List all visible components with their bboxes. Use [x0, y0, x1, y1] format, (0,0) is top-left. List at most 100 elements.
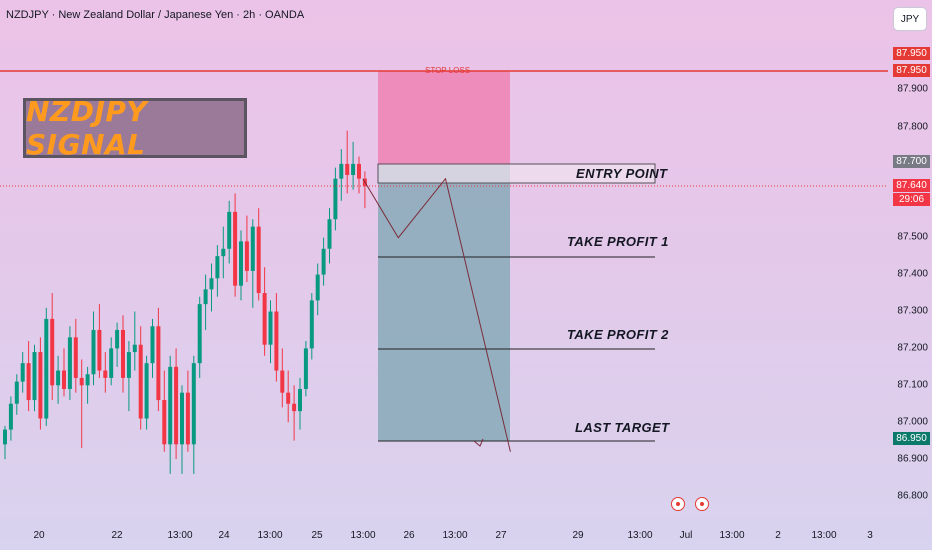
candle-body — [268, 311, 273, 345]
candle-body — [233, 211, 238, 286]
time-tick: 2 — [775, 530, 781, 541]
price-tick: 86.800 — [897, 490, 928, 502]
price-axis[interactable]: 87.900 87.800 87.500 87.400 87.300 87.20… — [888, 0, 932, 550]
price-tick: 87.100 — [897, 379, 928, 391]
take-profit-2-label: TAKE PROFIT 2 — [567, 327, 669, 342]
stop-loss-price-badge: 87.950 — [893, 64, 930, 77]
candle-body — [85, 374, 90, 386]
candle-body — [209, 278, 214, 290]
candle-body — [256, 226, 261, 294]
take-profit-1-label: TAKE PROFIT 1 — [567, 234, 669, 249]
candle-body — [62, 370, 66, 389]
forecast-path — [362, 177, 511, 452]
candle-body — [357, 163, 361, 179]
price-tick: 87.200 — [897, 342, 928, 354]
candle-body — [144, 363, 149, 419]
last-target-label: LAST TARGET — [575, 420, 670, 435]
candle-body — [156, 326, 161, 401]
candle-body — [250, 226, 255, 271]
candle-body — [121, 329, 125, 378]
candle-body — [132, 344, 137, 353]
price-tick: 87.500 — [897, 231, 928, 243]
price-tick: 87.300 — [897, 305, 928, 317]
time-tick: 13:00 — [442, 530, 468, 541]
currency-button[interactable]: JPY — [893, 7, 927, 31]
candle-body — [97, 329, 102, 371]
stop-loss-price-badge: 87.950 — [893, 47, 930, 60]
candle-body — [239, 241, 243, 286]
candle-body — [8, 403, 13, 430]
time-tick: 13:00 — [350, 530, 376, 541]
candle-body — [79, 377, 84, 386]
candle-body — [103, 370, 108, 378]
forecast-arrowhead — [473, 438, 484, 447]
candle-body — [168, 366, 173, 445]
candle-body — [315, 274, 320, 301]
candle-body — [280, 370, 285, 393]
candle-body — [339, 163, 344, 179]
candle-body — [162, 400, 167, 445]
chart-header: NZDJPY · New Zealand Dollar / Japanese Y… — [6, 9, 305, 21]
time-tick: 24 — [218, 530, 230, 541]
bar-countdown-badge: 29:06 — [893, 193, 930, 206]
candle-body — [321, 248, 326, 275]
time-tick: 3 — [867, 530, 873, 541]
candle-body — [73, 337, 78, 378]
candle-body — [298, 388, 302, 412]
candle-body — [185, 392, 190, 445]
time-tick: 13:00 — [167, 530, 193, 541]
candle-body — [32, 352, 37, 401]
time-tick: 25 — [311, 530, 323, 541]
time-tick: 22 — [111, 530, 123, 541]
candle-body — [180, 392, 184, 445]
entry-price-badge: 87.700 — [893, 155, 930, 168]
candle-body — [126, 352, 131, 378]
time-tick: 20 — [33, 530, 45, 541]
current-price-badge: 87.640 — [893, 179, 930, 192]
price-tick: 87.900 — [897, 83, 928, 95]
price-tick: 87.800 — [897, 121, 928, 133]
candle-body — [203, 289, 208, 305]
time-tick: Jul — [679, 530, 693, 541]
candle-body — [309, 300, 314, 349]
candle-body — [262, 293, 267, 345]
signal-banner: NZDJPY SIGNAL — [23, 95, 247, 161]
price-chart[interactable] — [0, 0, 888, 526]
candle-body — [115, 329, 120, 349]
candle-body — [292, 403, 297, 412]
candle-body — [150, 326, 155, 364]
candle-body — [215, 256, 220, 279]
candle-body — [221, 248, 226, 257]
economic-event-icon[interactable] — [695, 497, 709, 511]
candle-body — [67, 337, 72, 389]
price-tick: 87.400 — [897, 268, 928, 280]
signal-title: NZDJPY SIGNAL — [26, 95, 148, 161]
candle-body — [50, 318, 55, 386]
time-tick: 13:00 — [257, 530, 283, 541]
entry-point-label: ENTRY POINT — [576, 166, 668, 181]
candle-body — [26, 363, 31, 401]
candle-body — [44, 318, 49, 419]
candle-body — [191, 363, 196, 445]
candle-body — [333, 178, 338, 220]
candle-body — [197, 304, 202, 364]
candle-body — [20, 363, 25, 382]
candle-body — [14, 381, 19, 404]
candle-body — [138, 344, 143, 419]
time-axis[interactable]: 20 22 13:00 24 13:00 25 13:00 26 13:00 2… — [0, 526, 888, 550]
target-price-badge: 86.950 — [893, 432, 930, 445]
candle-body — [38, 352, 43, 419]
entry-box — [377, 163, 656, 184]
target-zone — [378, 165, 510, 441]
stop-loss-label: STOP LOSS — [425, 66, 471, 75]
time-tick: 13:00 — [627, 530, 653, 541]
candle-series — [3, 130, 367, 474]
candle-body — [351, 163, 356, 175]
candle-body — [345, 163, 350, 175]
candle-body — [174, 366, 179, 445]
economic-event-icon[interactable] — [671, 497, 685, 511]
price-tick: 87.000 — [897, 416, 928, 428]
price-tick: 86.900 — [897, 453, 928, 465]
time-tick: 29 — [572, 530, 584, 541]
candle-body — [244, 241, 249, 271]
